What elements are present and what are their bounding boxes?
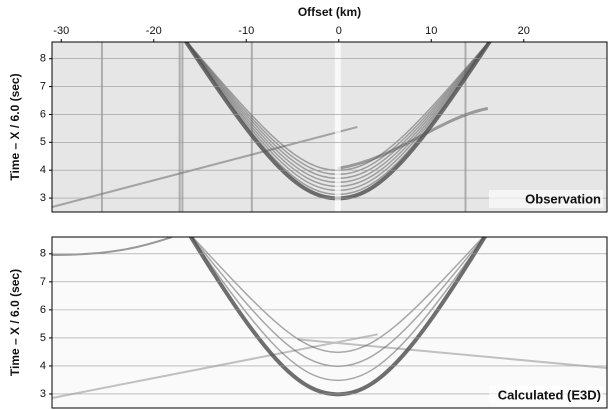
x-tick-label: -10 xyxy=(238,25,254,37)
y-tick-label: 8 xyxy=(40,248,46,260)
y-tick-label: 5 xyxy=(40,332,46,344)
y-tick-label: 3 xyxy=(40,192,46,204)
panel-label: Observation xyxy=(525,191,601,206)
x-tick-label: -30 xyxy=(53,25,69,37)
y-tick-label: 6 xyxy=(40,304,46,316)
y-tick-label: 6 xyxy=(40,108,46,120)
figure: 3 4 5 6 7 8 -30 -20 -10 0 10 20 Offset (km) Time – X … xyxy=(0,0,611,410)
y-tick-label: 5 xyxy=(40,136,46,148)
y-tick-label: 7 xyxy=(40,80,46,92)
y-tick-label: 4 xyxy=(40,164,46,176)
x-axis-title: Offset (km) xyxy=(298,5,361,19)
y-tick-label: 4 xyxy=(40,360,46,372)
y-tick-label: 8 xyxy=(40,53,46,65)
x-tick-label: 20 xyxy=(518,25,530,37)
near-offset-gap xyxy=(335,42,341,212)
y-axis-title: Time – X / 6.0 (sec) xyxy=(8,269,22,376)
x-tick-label: -20 xyxy=(146,25,162,37)
y-tick-label: 3 xyxy=(40,388,46,400)
x-tick-label: 10 xyxy=(425,25,437,37)
x-tick-label: 0 xyxy=(336,25,342,37)
y-axis-title: Time – X / 6.0 (sec) xyxy=(8,73,22,180)
panel-label: Calculated (E3D) xyxy=(498,387,601,402)
y-tick-label: 7 xyxy=(40,276,46,288)
